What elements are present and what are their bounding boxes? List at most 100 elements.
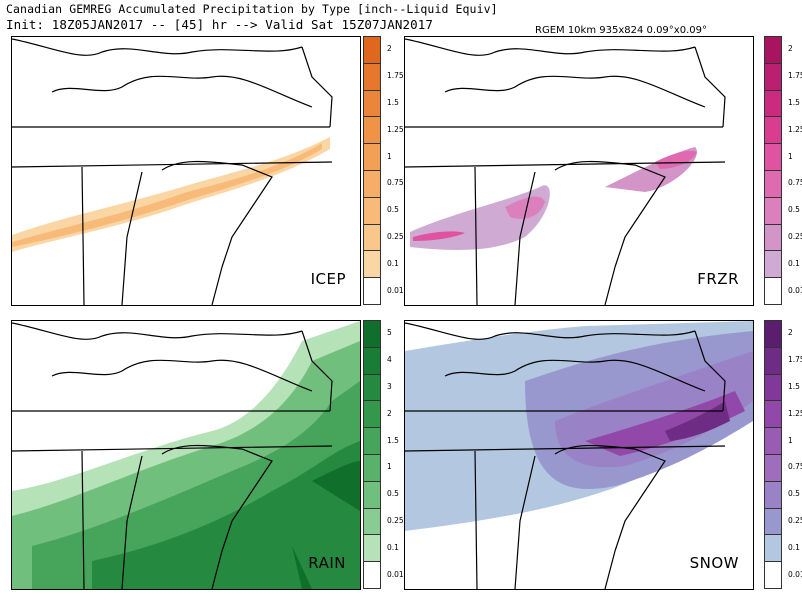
colorbar-snow-segment: [764, 320, 782, 348]
colorbar-icep-segment: [363, 36, 381, 64]
colorbar-rain-segment: [363, 534, 381, 563]
colorbar-rain-tick-label: 1.5: [387, 435, 399, 445]
colorbar-icep-segment: [363, 62, 381, 91]
colorbar-rain-tick-label: 1: [387, 462, 392, 472]
colorbar-rain-tick-label: 0.01: [387, 569, 404, 579]
frzr-map: [405, 38, 726, 305]
colorbar-rain-tick-label: 0.25: [387, 516, 404, 525]
colorbar-icep-segment: [363, 196, 381, 225]
colorbar-rain-segment: [363, 346, 381, 375]
colorbar-frzr-segment: [764, 170, 782, 198]
colorbar-frzr-segment: [764, 250, 782, 279]
colorbar-icep-tick-label: 0.25: [387, 232, 404, 241]
colorbar-icep-segment: [363, 223, 381, 252]
colorbar-rain-segment: [363, 373, 381, 402]
colorbar-rain-tick-label: 0.5: [387, 489, 399, 499]
colorbar-icep-segment: [363, 143, 381, 171]
colorbar-frzr: 2 1.75 1.5 1.25 1 0.75 0.5 0.25 0.1 0.01: [764, 36, 802, 305]
colorbar-snow-tick-label: 1.75: [788, 355, 802, 365]
colorbar-frzr-tick-label: 2: [788, 44, 793, 54]
colorbar-snow-segment: [764, 480, 782, 509]
frzr-borders: [405, 38, 726, 305]
colorbar-frzr-segment: [764, 143, 782, 171]
colorbar-rain-tick-label: 0.1: [387, 542, 399, 552]
colorbar-frzr-segment: [764, 62, 782, 91]
colorbar-icep-tick-label: 1.25: [387, 124, 404, 134]
colorbar-snow-segment: [764, 400, 782, 429]
colorbar-rain-tick-label: 4: [387, 355, 392, 365]
colorbar-frzr-tick-label: 1: [788, 151, 793, 161]
colorbar-snow-segment: [764, 373, 782, 402]
colorbar-frzr-tick-label: 1.25: [788, 124, 802, 134]
colorbar-rain-segment: [363, 561, 381, 589]
colorbar-icep-segment: [363, 89, 381, 118]
panel-snow: SNOW: [404, 320, 754, 590]
colorbar-snow-tick-label: 0.1: [788, 542, 800, 552]
snow-borders: [405, 322, 726, 589]
colorbar-frzr-tick-label: 1.5: [788, 98, 800, 107]
colorbar-frzr-tick-label: 1.75: [788, 71, 802, 81]
colorbar-icep-tick-label: 2: [387, 44, 392, 54]
colorbar-frzr-segment: [764, 196, 782, 225]
colorbar-snow-tick-label: 0.25: [788, 516, 802, 525]
colorbar-rain-segment: [363, 454, 381, 482]
colorbar-frzr-tick-label: 0.25: [788, 232, 802, 241]
snow-precip-field: [405, 321, 753, 531]
colorbar-snow-tick-label: 1.5: [788, 382, 800, 391]
model-info: RGEM 10km 935x824 0.09°x0.09°: [535, 25, 707, 36]
colorbar-frzr-segment: [764, 116, 782, 145]
icep-borders: [12, 38, 333, 305]
colorbar-icep-tick-label: 0.75: [387, 178, 404, 188]
icep-map: [12, 38, 333, 305]
chart-title: Canadian GEMREG Accumulated Precipitatio…: [6, 2, 498, 16]
colorbar-icep-tick-label: 0.01: [387, 285, 404, 295]
colorbar-rain-segment: [363, 320, 381, 348]
init-valid-line: Init: 18Z05JAN2017 -- [45] hr --> Valid …: [6, 17, 434, 32]
snow-map: [405, 321, 753, 589]
colorbar-snow-tick-label: 1: [788, 435, 793, 445]
panel-label-icep: ICEP: [310, 270, 346, 288]
colorbar-icep-segment: [363, 250, 381, 279]
colorbar-snow-segment: [764, 454, 782, 482]
colorbar-snow-tick-label: 0.5: [788, 489, 800, 499]
colorbar-rain-segment: [363, 507, 381, 536]
colorbar-snow-tick-label: 2: [788, 328, 793, 338]
panel-label-snow: SNOW: [689, 554, 739, 572]
colorbar-snow-segment: [764, 534, 782, 563]
colorbar-snow-segment: [764, 561, 782, 589]
colorbar-rain-segment: [363, 480, 381, 509]
panel-label-frzr: FRZR: [697, 270, 739, 288]
colorbar-rain-segment: [363, 427, 381, 455]
colorbar-rain: 5 4 3 2 1.5 1 0.5 0.25 0.1 0.01: [363, 320, 404, 589]
colorbar-snow-tick-label: 1.25: [788, 408, 802, 418]
colorbar-rain-segment: [363, 400, 381, 429]
colorbar-frzr-segment: [764, 89, 782, 118]
colorbar-frzr-tick-label: 0.01: [788, 285, 802, 295]
colorbar-icep-segment: [363, 277, 381, 305]
colorbar-snow-segment: [764, 346, 782, 375]
icep-precip-field: [12, 137, 330, 252]
colorbar-snow-tick-label: 0.01: [788, 569, 802, 579]
colorbar-icep-tick-label: 0.1: [387, 258, 399, 268]
colorbar-rain-tick-label: 2: [387, 408, 392, 418]
panel-icep: ICEP: [11, 36, 361, 306]
colorbar-frzr-segment: [764, 36, 782, 64]
rain-borders: [12, 322, 333, 589]
colorbar-icep-segment: [363, 170, 381, 198]
panel-label-rain: RAIN: [308, 554, 346, 572]
colorbar-frzr-tick-label: 0.75: [788, 178, 802, 188]
colorbar-snow-segment: [764, 507, 782, 536]
panel-frzr: FRZR: [404, 36, 754, 306]
colorbar-icep-tick-label: 1.5: [387, 98, 399, 107]
colorbar-icep-tick-label: 1: [387, 151, 392, 161]
colorbar-snow: 2 1.75 1.5 1.25 1 0.75 0.5 0.25 0.1 0.01: [764, 320, 802, 589]
colorbar-icep-tick-label: 0.5: [387, 205, 399, 215]
colorbar-frzr-tick-label: 0.5: [788, 205, 800, 215]
colorbar-icep-segment: [363, 116, 381, 145]
colorbar-rain-tick-label: 3: [387, 382, 392, 391]
colorbar-frzr-segment: [764, 277, 782, 305]
frzr-precip-field: [410, 147, 697, 250]
colorbar-rain-tick-label: 5: [387, 328, 392, 338]
panel-rain: RAIN: [11, 320, 361, 590]
colorbar-icep-tick-label: 1.75: [387, 71, 404, 81]
